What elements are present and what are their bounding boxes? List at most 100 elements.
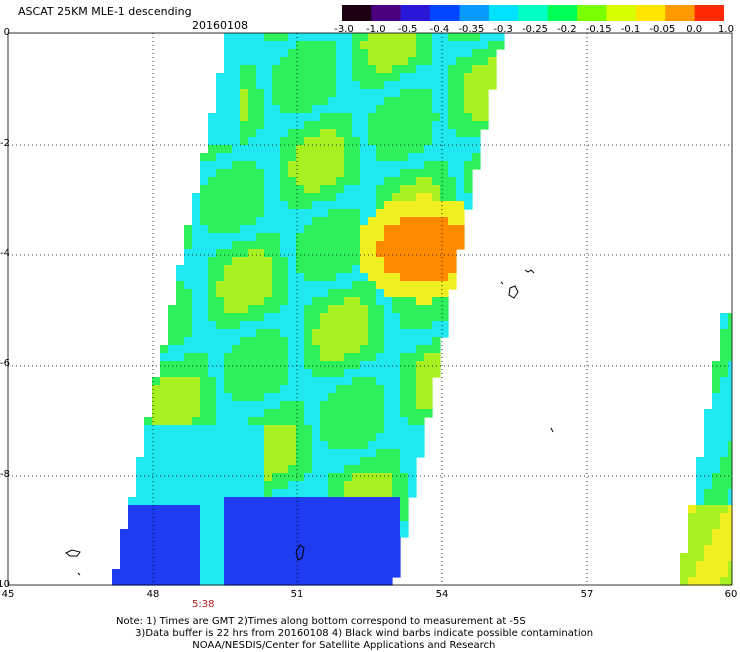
swath-pixel (248, 393, 257, 402)
swath-pixel (248, 345, 257, 354)
swath-pixel (216, 433, 225, 442)
swath-pixel (368, 457, 377, 466)
swath-pixel (344, 73, 353, 82)
swath-pixel (440, 329, 449, 338)
swath-pixel (304, 57, 313, 66)
swath-pixel (224, 265, 233, 274)
swath-pixel (280, 465, 289, 474)
swath-pixel (144, 497, 153, 506)
swath-pixel (192, 313, 201, 322)
swath-pixel (248, 481, 257, 490)
swath-pixel (200, 153, 209, 162)
swath-pixel (296, 241, 305, 250)
swath-pixel (304, 553, 313, 562)
swath-pixel (384, 193, 393, 202)
swath-pixel (320, 369, 329, 378)
swath-pixel (200, 473, 209, 482)
swath-pixel (208, 305, 217, 314)
swath-pixel (344, 377, 353, 386)
swath-pixel (704, 537, 713, 546)
swath-pixel (448, 89, 457, 98)
swath-pixel (360, 233, 369, 242)
swath-pixel (280, 265, 289, 274)
swath-pixel (384, 81, 393, 90)
swath-pixel (296, 225, 305, 234)
swath-pixel (184, 433, 193, 442)
swath-pixel (296, 433, 305, 442)
swath-pixel (280, 329, 289, 338)
swath-pixel (456, 129, 465, 138)
swath-pixel (296, 121, 305, 130)
swath-pixel (368, 129, 377, 138)
swath-pixel (328, 289, 337, 298)
swath-pixel (312, 417, 321, 426)
swath-pixel (320, 425, 329, 434)
footnotes: Note: 1) Times are GMT 2)Times along bot… (116, 616, 593, 652)
swath-pixel (248, 553, 257, 562)
swath-pixel (392, 225, 401, 234)
swath-pixel (184, 505, 193, 514)
swath-pixel (368, 193, 377, 202)
swath-pixel (328, 409, 337, 418)
swath-pixel (192, 329, 201, 338)
swath-pixel (280, 449, 289, 458)
swath-pixel (256, 561, 265, 570)
swath-pixel (424, 409, 433, 418)
swath-pixel (712, 537, 721, 546)
swath-pixel (720, 401, 729, 410)
swath-pixel (320, 273, 329, 282)
swath-pixel (312, 209, 321, 218)
swath-pixel (336, 241, 345, 250)
swath-pixel (432, 217, 441, 226)
swath-pixel (448, 113, 457, 122)
swath-pixel (312, 297, 321, 306)
swath-pixel (456, 33, 465, 42)
swath-pixel (192, 545, 201, 554)
swath-pixel (264, 377, 273, 386)
swath-pixel (272, 49, 281, 58)
colorbar-tick-label: -0.05 (649, 24, 676, 35)
swath-pixel (328, 385, 337, 394)
colorbar-swatch (400, 5, 431, 21)
swath-pixel (160, 409, 169, 418)
swath-pixel (224, 73, 233, 82)
swath-pixel (320, 409, 329, 418)
swath-pixel (376, 393, 385, 402)
swath-pixel (216, 521, 225, 530)
swath-pixel (296, 129, 305, 138)
swath-pixel (360, 329, 369, 338)
swath-pixel (376, 505, 385, 514)
swath-pixel (688, 537, 697, 546)
swath-pixel (728, 313, 732, 322)
swath-pixel (304, 185, 313, 194)
swath-pixel (120, 537, 129, 546)
swath-pixel (232, 553, 241, 562)
swath-pixel (408, 73, 417, 82)
swath-pixel (248, 57, 257, 66)
swath-pixel (360, 441, 369, 450)
swath-pixel (344, 353, 353, 362)
swath-pixel (248, 217, 257, 226)
swath-pixel (376, 473, 385, 482)
swath-pixel (304, 369, 313, 378)
swath-pixel (208, 561, 217, 570)
swath-pixel (360, 49, 369, 58)
swath-pixel (720, 417, 729, 426)
swath-pixel (256, 185, 265, 194)
swath-pixel (336, 449, 345, 458)
swath-pixel (320, 249, 329, 258)
swath-pixel (200, 489, 209, 498)
swath-pixel (192, 257, 201, 266)
swath-pixel (376, 481, 385, 490)
swath-pixel (264, 257, 273, 266)
swath-pixel (192, 481, 201, 490)
swath-pixel (344, 425, 353, 434)
swath-pixel (392, 265, 401, 274)
swath-pixel (264, 441, 273, 450)
swath-pixel (376, 489, 385, 498)
swath-pixel (224, 225, 233, 234)
swath-pixel (376, 57, 385, 66)
swath-pixel (416, 401, 425, 410)
swath-pixel (136, 457, 145, 466)
swath-pixel (400, 65, 409, 74)
